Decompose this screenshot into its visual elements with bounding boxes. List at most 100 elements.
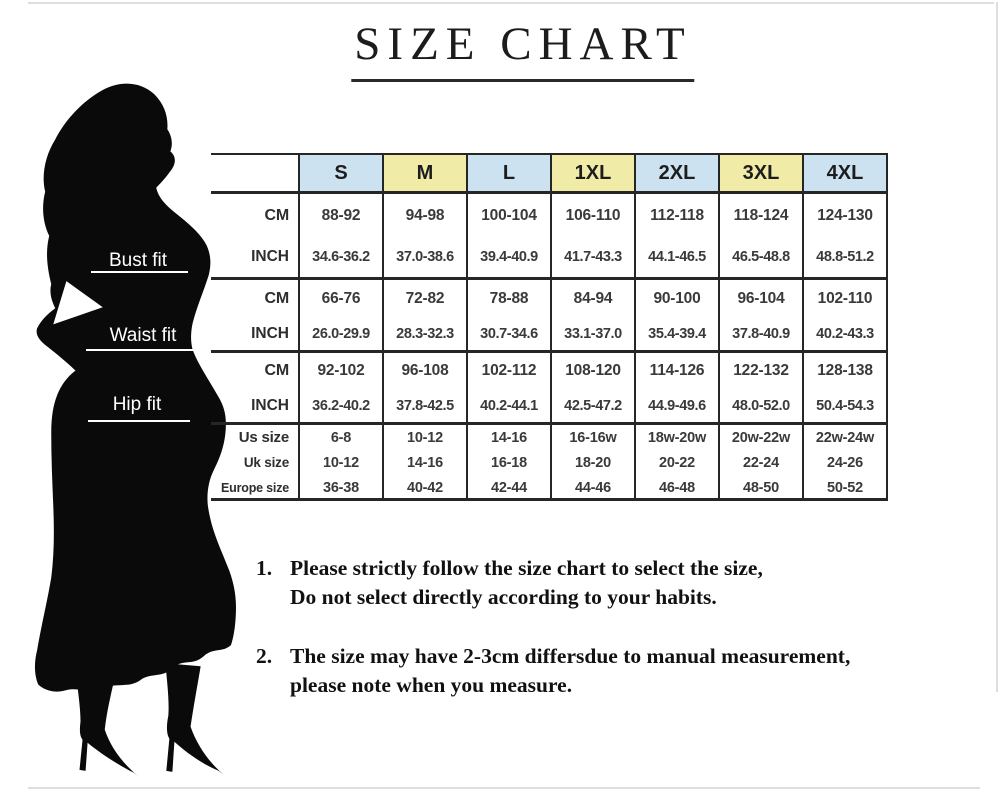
measurement-row-label: Europe size (221, 480, 289, 495)
note-line: The size may have 2-3cm differsdue to ma… (290, 644, 851, 668)
size-value-cell: 14-16 (382, 450, 466, 475)
photo-edge-bottom (28, 787, 980, 789)
size-value-cell: 88-92 (298, 194, 382, 237)
measurement-row-label: Uk size (243, 455, 289, 470)
note-number: 2. (256, 644, 273, 668)
size-value-cell: 102-110 (802, 280, 886, 317)
photo-edge-top (28, 2, 994, 4)
size-value-cell: 44.1-46.5 (634, 237, 718, 280)
size-value-cell: 50.4-54.3 (802, 389, 886, 425)
title-block: SIZE CHART (351, 17, 695, 82)
size-value-cell: 114-126 (634, 353, 718, 389)
size-value-cell: 26.0-29.9 (298, 317, 382, 353)
size-value-cell: 72-82 (382, 280, 466, 317)
size-value-cell: 10-12 (382, 425, 466, 450)
size-value-cell: 14-16 (466, 425, 550, 450)
size-value-cell: 40-42 (382, 475, 466, 500)
size-value-cell: 40.2-44.1 (466, 389, 550, 425)
size-value-cell: 30.7-34.6 (466, 317, 550, 353)
measurement-row-label: CM (264, 362, 290, 379)
size-value-cell: 100-104 (466, 194, 550, 237)
size-value-cell: 44.9-49.6 (634, 389, 718, 425)
size-value-cell: 50-52 (802, 475, 886, 500)
size-value-cell: 46-48 (634, 475, 718, 500)
size-column-header: M (382, 155, 466, 194)
note-number: 1. (256, 556, 273, 580)
size-value-cell: 112-118 (634, 194, 718, 237)
size-value-cell: 18-20 (550, 450, 634, 475)
size-value-cell: 36.2-40.2 (298, 389, 382, 425)
size-value-cell: 40.2-43.3 (802, 317, 886, 353)
measurement-row-label: CM (264, 206, 290, 224)
size-value-cell: 118-124 (718, 194, 802, 237)
size-column-header: 2XL (634, 155, 718, 194)
measurement-row-label: CM (264, 289, 290, 307)
bust-fit-underline (91, 271, 188, 273)
note-item-1: 1. Please strictly follow the size chart… (256, 554, 992, 612)
measurement-row-label: INCH (211, 317, 298, 353)
measurement-row-label: INCH (211, 389, 298, 425)
size-value-cell: 37.0-38.6 (382, 237, 466, 280)
size-value-cell: 33.1-37.0 (550, 317, 634, 353)
size-column-header: L (466, 155, 550, 194)
waist-fit-label: Waist fit (109, 325, 177, 346)
size-column-header: 3XL (718, 155, 802, 194)
size-column-header: S (298, 155, 382, 194)
size-value-cell: 6-8 (298, 425, 382, 450)
size-value-cell: 90-100 (634, 280, 718, 317)
size-value-cell: 18w-20w (634, 425, 718, 450)
size-value-cell: 106-110 (550, 194, 634, 237)
page-title: SIZE CHART (351, 17, 695, 82)
table-corner-cell (211, 155, 298, 194)
size-value-cell: 10-12 (298, 450, 382, 475)
photo-edge-right (996, 2, 998, 692)
size-value-cell: 48.8-51.2 (802, 237, 886, 280)
size-value-cell: 22-24 (718, 450, 802, 475)
size-value-cell: 96-104 (718, 280, 802, 317)
note-line: Please strictly follow the size chart to… (290, 556, 763, 580)
size-value-cell: 20w-22w (718, 425, 802, 450)
size-value-cell: 36-38 (298, 475, 382, 500)
size-value-cell: 48-50 (718, 475, 802, 500)
size-value-cell: 42-44 (466, 475, 550, 500)
note-item-2: 2. The size may have 2-3cm differsdue to… (256, 642, 992, 700)
size-value-cell: 102-112 (466, 353, 550, 389)
size-value-cell: 42.5-47.2 (550, 389, 634, 425)
note-line: Do not select directly according to your… (290, 585, 717, 609)
size-value-cell: 66-76 (298, 280, 382, 317)
size-value-cell: 48.0-52.0 (718, 389, 802, 425)
size-value-cell: 84-94 (550, 280, 634, 317)
size-value-cell: 24-26 (802, 450, 886, 475)
hip-fit-label: Hip fit (112, 394, 162, 415)
hip-fit-underline (88, 420, 190, 422)
size-value-cell: 22w-24w (802, 425, 886, 450)
size-value-cell: 35.4-39.4 (634, 317, 718, 353)
size-value-cell: 34.6-36.2 (298, 237, 382, 280)
size-value-cell: 128-138 (802, 353, 886, 389)
measurement-row-label: INCH (211, 237, 298, 280)
measurement-row-label: Us size (238, 429, 289, 446)
size-value-cell: 37.8-42.5 (382, 389, 466, 425)
size-column-header: 4XL (802, 155, 886, 194)
note-text: Please strictly follow the size chart to… (290, 554, 763, 612)
waist-fit-underline (86, 349, 200, 351)
size-value-cell: 39.4-40.9 (466, 237, 550, 280)
bust-fit-label: Bust fit (108, 250, 168, 271)
size-value-cell: 16-16w (550, 425, 634, 450)
size-value-cell: 96-108 (382, 353, 466, 389)
size-value-cell: 78-88 (466, 280, 550, 317)
notes-section: 1. Please strictly follow the size chart… (256, 554, 992, 700)
woman-silhouette-image (34, 83, 236, 777)
size-value-cell: 20-22 (634, 450, 718, 475)
size-value-cell: 122-132 (718, 353, 802, 389)
size-value-cell: 92-102 (298, 353, 382, 389)
size-value-cell: 16-18 (466, 450, 550, 475)
note-line: please note when you measure. (290, 673, 573, 697)
size-value-cell: 108-120 (550, 353, 634, 389)
size-value-cell: 41.7-43.3 (550, 237, 634, 280)
size-value-cell: 124-130 (802, 194, 886, 237)
size-value-cell: 46.5-48.8 (718, 237, 802, 280)
size-value-cell: 44-46 (550, 475, 634, 500)
size-value-cell: 37.8-40.9 (718, 317, 802, 353)
